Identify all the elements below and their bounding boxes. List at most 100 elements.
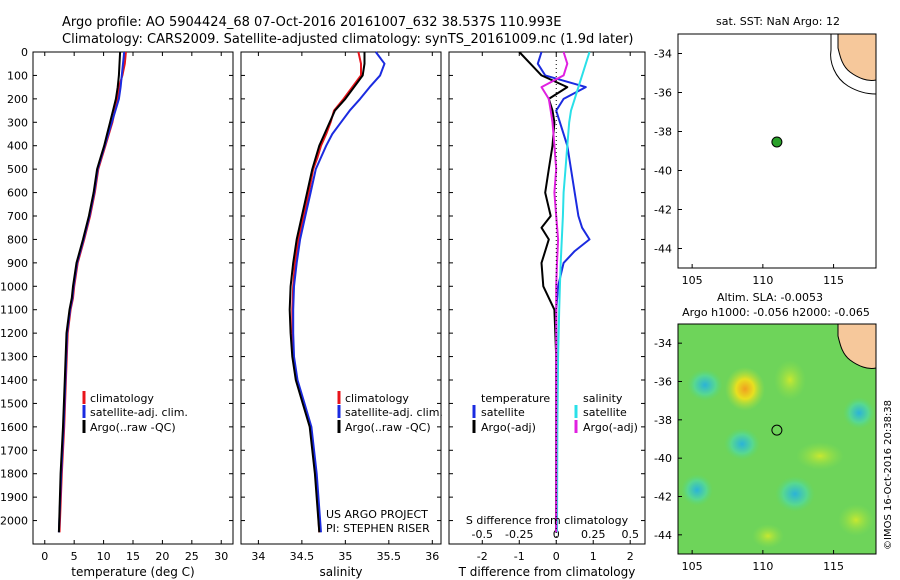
depth-tick-label: 200 bbox=[7, 93, 28, 106]
temperature-xlabel: temperature (deg C) bbox=[71, 565, 194, 579]
header-line-2: Climatology: CARS2009. Satellite-adjuste… bbox=[62, 32, 634, 47]
series-line bbox=[57, 51, 122, 533]
series-line bbox=[292, 51, 386, 533]
depth-tick-label: 600 bbox=[7, 187, 28, 200]
legend-label-t-argo: Argo(-adj) bbox=[481, 421, 536, 434]
x-tick-label: 25 bbox=[185, 550, 199, 563]
salinity-x-ticks: 34 34.5 35 35.5 36 bbox=[251, 52, 439, 563]
sla-blob bbox=[775, 476, 815, 512]
map-y-tick-label: -44 bbox=[654, 243, 672, 256]
sla-blob bbox=[687, 369, 723, 401]
temperature-series bbox=[57, 51, 127, 533]
legend-label-s-argo: Argo(-adj) bbox=[583, 421, 638, 434]
sla-blob bbox=[752, 524, 784, 548]
x-tick-label-secondary: -0.25 bbox=[505, 528, 533, 541]
map-y-tick-label: -36 bbox=[654, 87, 672, 100]
x-tick-label: 30 bbox=[214, 550, 228, 563]
x-tick-label: 10 bbox=[97, 550, 111, 563]
map-y-tick-label: -40 bbox=[654, 452, 672, 465]
salinity-series bbox=[288, 51, 386, 533]
map-y-tick-label: -40 bbox=[654, 165, 672, 178]
depth-tick-label: 800 bbox=[7, 233, 28, 246]
series-line bbox=[518, 51, 569, 533]
depth-tick-label: 1300 bbox=[0, 351, 28, 364]
temperature-legend: climatology satellite-adj. clim. Argo(..… bbox=[82, 391, 188, 434]
depth-tick-label: 500 bbox=[7, 163, 28, 176]
sla-blob bbox=[838, 504, 874, 536]
difference-legend: temperature salinity satellite Argo(-adj… bbox=[472, 392, 638, 434]
depth-tick-label: 700 bbox=[7, 210, 28, 223]
x-tick-label-secondary: 0 bbox=[553, 528, 560, 541]
legend-title-salinity: salinity bbox=[583, 392, 623, 405]
x-tick-label: -2 bbox=[477, 550, 488, 563]
x-tick-label: 35.5 bbox=[377, 550, 402, 563]
sla-blob bbox=[724, 428, 760, 460]
difference-xlabel: T difference from climatology bbox=[458, 565, 636, 579]
sla-map bbox=[678, 324, 876, 554]
x-tick-label: 1 bbox=[590, 550, 597, 563]
depth-axis: 0 100 200 300 400 500 600 700 800 900 1000 1100 1200… bbox=[0, 46, 645, 528]
map-y-tick-label: -34 bbox=[654, 337, 672, 350]
map-y-tick-label: -34 bbox=[654, 48, 672, 61]
series-line bbox=[57, 51, 126, 533]
legend-label-satellite: satellite-adj. clim. bbox=[345, 406, 443, 419]
salinity-xlabel: salinity bbox=[319, 565, 362, 579]
sla-map-frame bbox=[677, 323, 877, 555]
depth-tick-label: 1000 bbox=[0, 280, 28, 293]
depth-tick-label: 100 bbox=[7, 69, 28, 82]
map-y-tick-label: -44 bbox=[654, 529, 672, 542]
x-tick-label: 2 bbox=[627, 550, 634, 563]
salinity-panel-frame bbox=[240, 51, 442, 545]
x-tick-label: -1 bbox=[514, 550, 525, 563]
depth-tick-label: 2000 bbox=[0, 515, 28, 528]
x-tick-label: 35 bbox=[338, 550, 352, 563]
x-tick-label: 36 bbox=[425, 550, 439, 563]
map-x-tick-label: 105 bbox=[682, 560, 703, 573]
sla-map-title-1: Altim. SLA: -0.0053 bbox=[717, 291, 823, 304]
series-line bbox=[58, 51, 127, 533]
map-y-tick-label: -42 bbox=[654, 491, 672, 504]
x-tick-label: 20 bbox=[155, 550, 169, 563]
legend-label-climatology: climatology bbox=[345, 392, 409, 405]
x-tick-label: 0 bbox=[41, 550, 48, 563]
pi-credit: PI: STEPHEN RISER bbox=[326, 522, 430, 535]
depth-tick-label: 0 bbox=[21, 46, 28, 59]
sst-map: 105 110 115 -34 -36 -38 -40 -42 -44 bbox=[654, 33, 877, 287]
map-y-tick-label: -42 bbox=[654, 204, 672, 217]
difference-panel-frame bbox=[448, 51, 646, 545]
legend-label-argo: Argo(..raw -QC) bbox=[90, 421, 176, 434]
x-tick-label: 15 bbox=[126, 550, 140, 563]
x-tick-label: 5 bbox=[71, 550, 78, 563]
map-x-tick-label: 115 bbox=[823, 560, 844, 573]
temperature-panel-frame bbox=[32, 51, 234, 545]
depth-tick-label: 1200 bbox=[0, 327, 28, 340]
legend-label-satellite: satellite-adj. clim. bbox=[90, 406, 188, 419]
legend-label-climatology: climatology bbox=[90, 392, 154, 405]
sst-map-title: sat. SST: NaN Argo: 12 bbox=[716, 15, 840, 28]
sla-map-axes: 105 110 115 -34 -36 -38 -40 -42 -44 bbox=[654, 337, 844, 573]
x-tick-label-secondary: -0.5 bbox=[472, 528, 493, 541]
legend-label-s-satellite: satellite bbox=[583, 406, 627, 419]
argo-float-marker bbox=[771, 424, 783, 436]
difference-xlabel-2: S difference from climatology bbox=[466, 514, 629, 527]
sla-blob bbox=[725, 367, 765, 411]
difference-series bbox=[518, 51, 591, 544]
depth-tick-label: 300 bbox=[7, 116, 28, 129]
depth-tick-label: 1500 bbox=[0, 397, 28, 410]
map-x-tick-label: 115 bbox=[823, 274, 844, 287]
salinity-legend: climatology satellite-adj. clim. Argo(..… bbox=[337, 391, 443, 434]
series-line bbox=[556, 51, 591, 533]
map-y-tick-label: -36 bbox=[654, 376, 672, 389]
sla-blob bbox=[681, 474, 713, 506]
depth-tick-label: 1800 bbox=[0, 468, 28, 481]
x-tick-label: 0 bbox=[553, 550, 560, 563]
map-x-tick-label: 110 bbox=[752, 274, 773, 287]
depth-tick-label: 400 bbox=[7, 140, 28, 153]
x-tick-label: 34.5 bbox=[290, 550, 315, 563]
depth-tick-label: 900 bbox=[7, 257, 28, 270]
depth-tick-label: 1900 bbox=[0, 491, 28, 504]
sla-blob bbox=[843, 397, 875, 429]
sla-map-land bbox=[837, 324, 876, 369]
header-line-1: Argo profile: AO 5904424_68 07-Oct-2016 … bbox=[62, 15, 561, 30]
x-tick-label-secondary: 0.25 bbox=[581, 528, 606, 541]
